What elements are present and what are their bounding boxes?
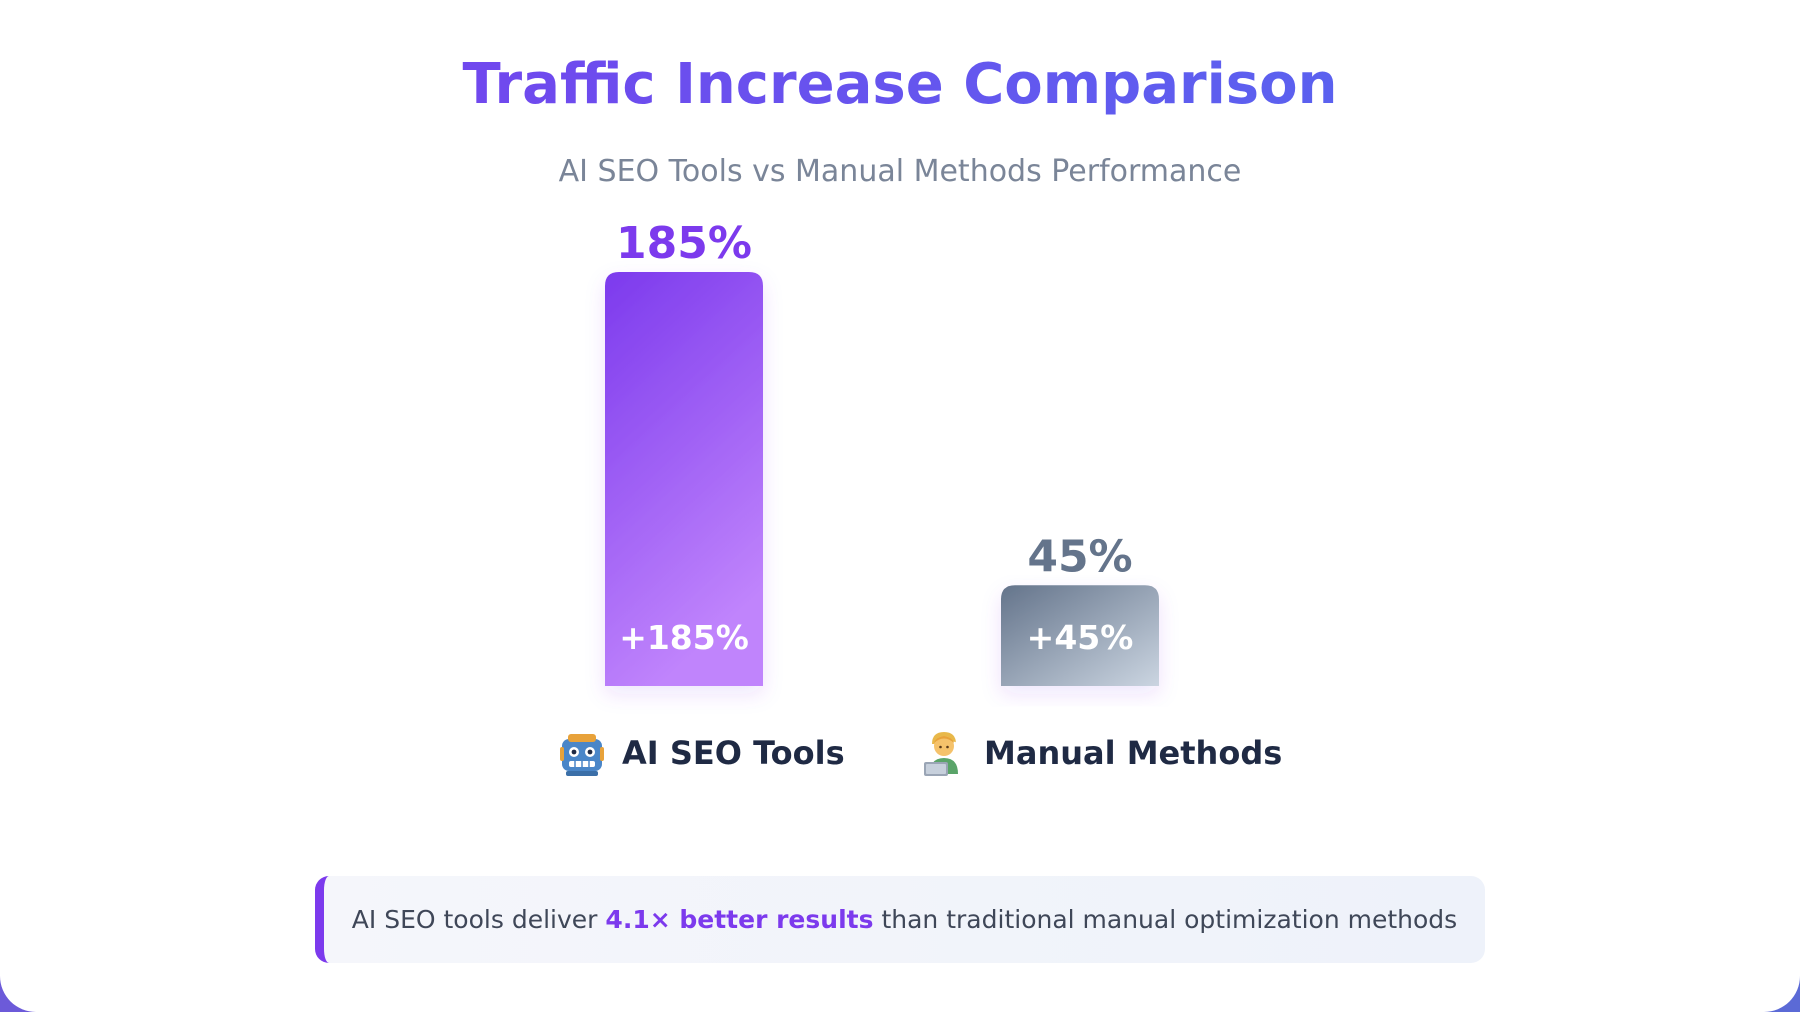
technologist-icon <box>922 730 966 776</box>
bar-0 <box>605 272 763 686</box>
bar-value-label-0: 185% <box>616 218 752 269</box>
bar-1 <box>1001 585 1159 686</box>
chart-subtitle: AI SEO Tools vs Manual Methods Performan… <box>558 154 1242 189</box>
category-manual-methods: Manual Methods <box>922 728 1282 778</box>
bar-inner-label-1: +45% <box>1027 618 1134 657</box>
category-label-manual: Manual Methods <box>984 734 1283 772</box>
callout-prefix: AI SEO tools deliver <box>351 905 598 934</box>
category-label-ai: AI SEO Tools <box>622 734 845 772</box>
bar-chart: 185% +185% 45% +45% <box>605 218 1159 686</box>
chart-title: Traffic Increase Comparison <box>0 52 1800 117</box>
robot-icon <box>560 730 604 776</box>
callout-highlight: 4.1× better results <box>605 905 874 934</box>
bar-inner-label-0: +185% <box>619 618 749 657</box>
bar-value-label-1: 45% <box>1027 531 1132 582</box>
callout-suffix: than traditional manual optimization met… <box>881 905 1458 934</box>
category-ai-seo-tools: AI SEO Tools <box>560 728 845 778</box>
summary-callout: AI SEO tools deliver 4.1× better results… <box>315 876 1485 963</box>
